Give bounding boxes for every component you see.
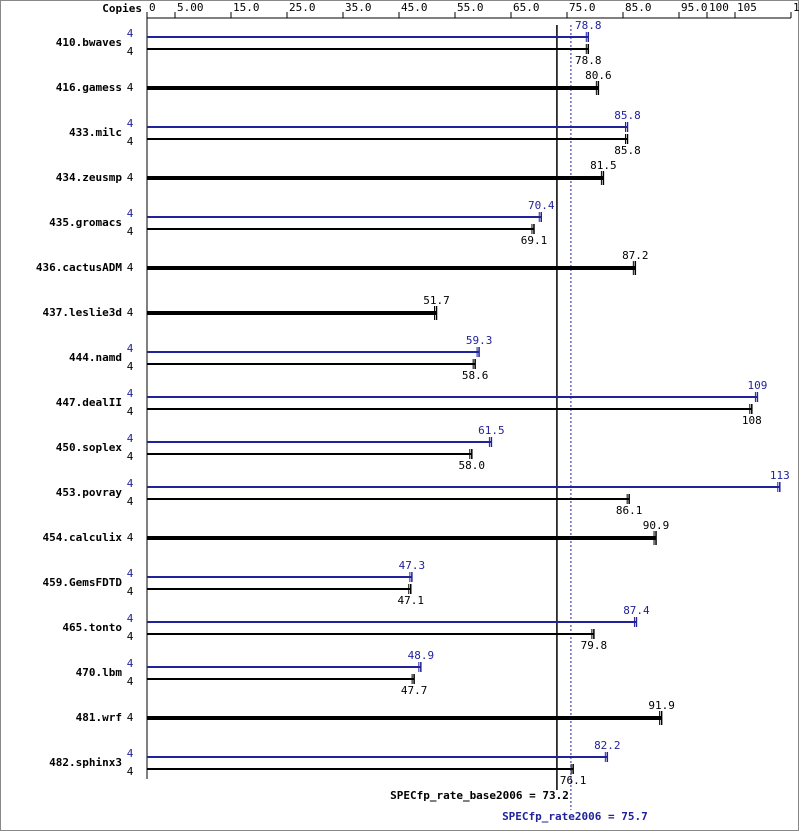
copies-label: 4 — [127, 531, 134, 544]
copies-label: 4 — [127, 567, 134, 580]
value-label: 59.3 — [466, 334, 493, 347]
x-tick-label: 115 — [793, 1, 799, 14]
copies-label: 4 — [127, 207, 134, 220]
x-tick-label: 75.0 — [569, 1, 596, 14]
category-label: 434.zeusmp — [56, 171, 123, 184]
reference-label: SPECfp_rate2006 = 75.7 — [502, 810, 648, 823]
copies-label: 4 — [127, 261, 134, 274]
category-label: 481.wrf — [76, 711, 122, 724]
copies-label: 4 — [127, 306, 134, 319]
x-tick-label: 15.0 — [233, 1, 260, 14]
category-label: 433.milc — [69, 126, 122, 139]
x-tick-label: 25.0 — [289, 1, 316, 14]
copies-label: 4 — [127, 405, 134, 418]
copies-label: 4 — [127, 81, 134, 94]
x-tick-label: 55.0 — [457, 1, 484, 14]
value-label: 58.0 — [459, 459, 486, 472]
value-label: 85.8 — [614, 109, 641, 122]
category-label: 410.bwaves — [56, 36, 122, 49]
category-label: 470.lbm — [76, 666, 123, 679]
copies-label: 4 — [127, 45, 134, 58]
value-label: 85.8 — [614, 144, 641, 157]
category-label: 465.tonto — [62, 621, 122, 634]
value-label: 69.1 — [521, 234, 548, 247]
value-label: 70.4 — [528, 199, 555, 212]
x-tick-label: 45.0 — [401, 1, 428, 14]
category-label: 447.dealII — [56, 396, 122, 409]
x-tick-label: 5.00 — [177, 1, 204, 14]
category-label: 444.namd — [69, 351, 122, 364]
value-label: 91.9 — [648, 699, 675, 712]
category-label: 435.gromacs — [49, 216, 122, 229]
value-label: 78.8 — [575, 54, 602, 67]
value-label: 76.1 — [560, 774, 587, 787]
copies-label: 4 — [127, 585, 134, 598]
reference-label: SPECfp_rate_base2006 = 73.2 — [390, 789, 569, 802]
copies-label: 4 — [127, 747, 134, 760]
copies-label: 4 — [127, 225, 134, 238]
x-tick-label: 95.0 — [681, 1, 708, 14]
copies-label: 4 — [127, 675, 134, 688]
copies-label: 4 — [127, 27, 134, 40]
copies-label: 4 — [127, 171, 134, 184]
value-label: 80.6 — [585, 69, 612, 82]
value-label: 78.8 — [575, 19, 602, 32]
value-label: 81.5 — [590, 159, 617, 172]
category-label: 453.povray — [56, 486, 123, 499]
value-label: 108 — [742, 414, 762, 427]
value-label: 61.5 — [478, 424, 505, 437]
copies-header: Copies — [102, 2, 142, 15]
category-label: 450.soplex — [56, 441, 123, 454]
x-tick-label: 85.0 — [625, 1, 652, 14]
category-label: 459.GemsFDTD — [43, 576, 123, 589]
value-label: 47.1 — [398, 594, 425, 607]
category-label: 416.gamess — [56, 81, 122, 94]
x-tick-label: 35.0 — [345, 1, 372, 14]
value-label: 48.9 — [408, 649, 435, 662]
value-label: 109 — [747, 379, 767, 392]
value-label: 82.2 — [594, 739, 621, 752]
category-label: 454.calculix — [43, 531, 123, 544]
value-label: 113 — [770, 469, 790, 482]
value-label: 47.3 — [399, 559, 426, 572]
value-label: 79.8 — [581, 639, 608, 652]
copies-label: 4 — [127, 630, 134, 643]
copies-label: 4 — [127, 765, 134, 778]
category-label: 482.sphinx3 — [49, 756, 122, 769]
x-tick-label: 65.0 — [513, 1, 540, 14]
copies-label: 4 — [127, 342, 134, 355]
category-label: 437.leslie3d — [43, 306, 122, 319]
copies-label: 4 — [127, 657, 134, 670]
copies-label: 4 — [127, 612, 134, 625]
value-label: 86.1 — [616, 504, 643, 517]
value-label: 51.7 — [423, 294, 450, 307]
x-tick-label: 105 — [737, 1, 757, 14]
copies-label: 4 — [127, 117, 134, 130]
copies-label: 4 — [127, 135, 134, 148]
copies-label: 4 — [127, 450, 134, 463]
copies-label: 4 — [127, 387, 134, 400]
value-label: 90.9 — [643, 519, 670, 532]
value-label: 47.7 — [401, 684, 428, 697]
x-tick-label: 100 — [709, 1, 729, 14]
copies-label: 4 — [127, 495, 134, 508]
copies-label: 4 — [127, 432, 134, 445]
value-label: 87.4 — [623, 604, 650, 617]
copies-label: 4 — [127, 711, 134, 724]
copies-label: 4 — [127, 360, 134, 373]
value-label: 58.6 — [462, 369, 489, 382]
copies-label: 4 — [127, 477, 134, 490]
category-label: 436.cactusADM — [36, 261, 122, 274]
value-label: 87.2 — [622, 249, 649, 262]
x-tick-label: 0 — [149, 1, 156, 14]
